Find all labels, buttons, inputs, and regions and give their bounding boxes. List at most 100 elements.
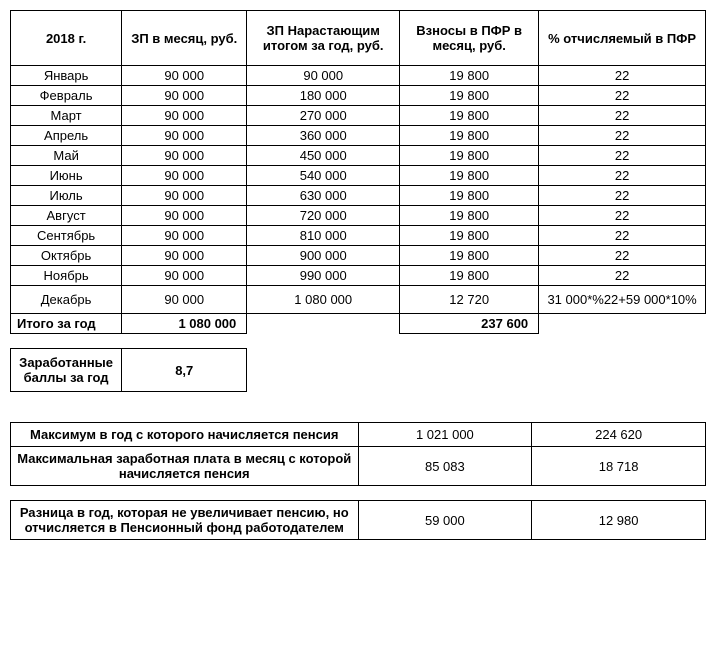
cell-pct: 22: [539, 226, 706, 246]
table-row: Максимальная заработная плата в месяц с …: [11, 447, 706, 486]
cell-month: Сентябрь: [11, 226, 122, 246]
cell-value: 1 021 000: [358, 423, 532, 447]
empty-cell: [247, 314, 400, 334]
cell-salary: 90 000: [122, 186, 247, 206]
cell-cum: 360 000: [247, 126, 400, 146]
cell-value: 224 620: [532, 423, 706, 447]
cell-cum: 720 000: [247, 206, 400, 226]
cell-pct: 22: [539, 266, 706, 286]
table-row: Июль90 000630 00019 80022: [11, 186, 706, 206]
total-salary: 1 080 000: [122, 314, 247, 334]
cell-cum: 990 000: [247, 266, 400, 286]
table-row: Сентябрь90 000810 00019 80022: [11, 226, 706, 246]
table-row: Декабрь90 0001 080 00012 72031 000*%22+5…: [11, 286, 706, 314]
table-row: Январь90 00090 00019 80022: [11, 66, 706, 86]
cell-cum: 180 000: [247, 86, 400, 106]
cell-month: Май: [11, 146, 122, 166]
total-label: Итого за год: [11, 314, 122, 334]
points-row: Заработанные баллы за год 8,7: [11, 349, 706, 392]
cell-month: Апрель: [11, 126, 122, 146]
table-row: Август90 000720 00019 80022: [11, 206, 706, 226]
points-value: 8,7: [122, 349, 247, 392]
cell-contrib: 19 800: [400, 246, 539, 266]
header-year: 2018 г.: [11, 11, 122, 66]
table-row: Апрель90 000360 00019 80022: [11, 126, 706, 146]
cell-cum: 900 000: [247, 246, 400, 266]
total-row: Итого за год 1 080 000 237 600: [11, 314, 706, 334]
table-row: Июнь90 000540 00019 80022: [11, 166, 706, 186]
header-row: 2018 г. ЗП в месяц, руб. ЗП Нарастающим …: [11, 11, 706, 66]
table-row: Максимум в год с которого начисляется пе…: [11, 423, 706, 447]
cell-cum: 630 000: [247, 186, 400, 206]
cell-contrib: 19 800: [400, 226, 539, 246]
table-row: Октябрь90 000900 00019 80022: [11, 246, 706, 266]
bottom-table-2: Разница в год, которая не увеличивает пе…: [10, 500, 706, 540]
header-salary-month: ЗП в месяц, руб.: [122, 11, 247, 66]
table-row: Март90 000270 00019 80022: [11, 106, 706, 126]
cell-salary: 90 000: [122, 126, 247, 146]
cell-label: Максимум в год с которого начисляется пе…: [11, 423, 359, 447]
cell-cum: 450 000: [247, 146, 400, 166]
cell-month: Август: [11, 206, 122, 226]
cell-pct: 22: [539, 206, 706, 226]
cell-value: 59 000: [358, 501, 532, 540]
cell-salary: 90 000: [122, 146, 247, 166]
cell-month: Март: [11, 106, 122, 126]
cell-value: 18 718: [532, 447, 706, 486]
cell-month: Июль: [11, 186, 122, 206]
cell-contrib: 19 800: [400, 186, 539, 206]
total-contrib: 237 600: [400, 314, 539, 334]
table-row: Разница в год, которая не увеличивает пе…: [11, 501, 706, 540]
cell-pct: 22: [539, 166, 706, 186]
cell-month: Январь: [11, 66, 122, 86]
cell-contrib: 19 800: [400, 126, 539, 146]
cell-pct: 22: [539, 186, 706, 206]
cell-cum: 90 000: [247, 66, 400, 86]
cell-salary: 90 000: [122, 286, 247, 314]
cell-month: Декабрь: [11, 286, 122, 314]
cell-pct: 22: [539, 66, 706, 86]
cell-salary: 90 000: [122, 106, 247, 126]
cell-month: Октябрь: [11, 246, 122, 266]
cell-pct: 22: [539, 126, 706, 146]
cell-contrib: 19 800: [400, 106, 539, 126]
cell-cum: 270 000: [247, 106, 400, 126]
cell-salary: 90 000: [122, 226, 247, 246]
table-row: Май90 000450 00019 80022: [11, 146, 706, 166]
cell-salary: 90 000: [122, 86, 247, 106]
table-row: Февраль90 000180 00019 80022: [11, 86, 706, 106]
cell-pct: 31 000*%22+59 000*10%: [539, 286, 706, 314]
cell-cum: 810 000: [247, 226, 400, 246]
table-row: Ноябрь90 000990 00019 80022: [11, 266, 706, 286]
cell-label: Максимальная заработная плата в месяц с …: [11, 447, 359, 486]
cell-salary: 90 000: [122, 246, 247, 266]
cell-cum: 1 080 000: [247, 286, 400, 314]
cell-salary: 90 000: [122, 206, 247, 226]
cell-pct: 22: [539, 146, 706, 166]
cell-contrib: 19 800: [400, 66, 539, 86]
cell-label: Разница в год, которая не увеличивает пе…: [11, 501, 359, 540]
main-table: 2018 г. ЗП в месяц, руб. ЗП Нарастающим …: [10, 10, 706, 392]
empty-cell: [539, 314, 706, 334]
cell-month: Февраль: [11, 86, 122, 106]
cell-pct: 22: [539, 246, 706, 266]
spacer-row: [11, 334, 706, 349]
cell-month: Ноябрь: [11, 266, 122, 286]
cell-pct: 22: [539, 86, 706, 106]
points-label: Заработанные баллы за год: [11, 349, 122, 392]
cell-contrib: 19 800: [400, 206, 539, 226]
bottom-table-1: Максимум в год с которого начисляется пе…: [10, 422, 706, 486]
cell-salary: 90 000: [122, 166, 247, 186]
cell-contrib: 19 800: [400, 166, 539, 186]
cell-salary: 90 000: [122, 266, 247, 286]
cell-month: Июнь: [11, 166, 122, 186]
header-salary-cum: ЗП Нарастающим итогом за год, руб.: [247, 11, 400, 66]
cell-contrib: 19 800: [400, 146, 539, 166]
cell-value: 85 083: [358, 447, 532, 486]
header-contrib: Взносы в ПФР в месяц, руб.: [400, 11, 539, 66]
cell-contrib: 19 800: [400, 86, 539, 106]
cell-contrib: 19 800: [400, 266, 539, 286]
cell-value: 12 980: [532, 501, 706, 540]
cell-pct: 22: [539, 106, 706, 126]
cell-cum: 540 000: [247, 166, 400, 186]
